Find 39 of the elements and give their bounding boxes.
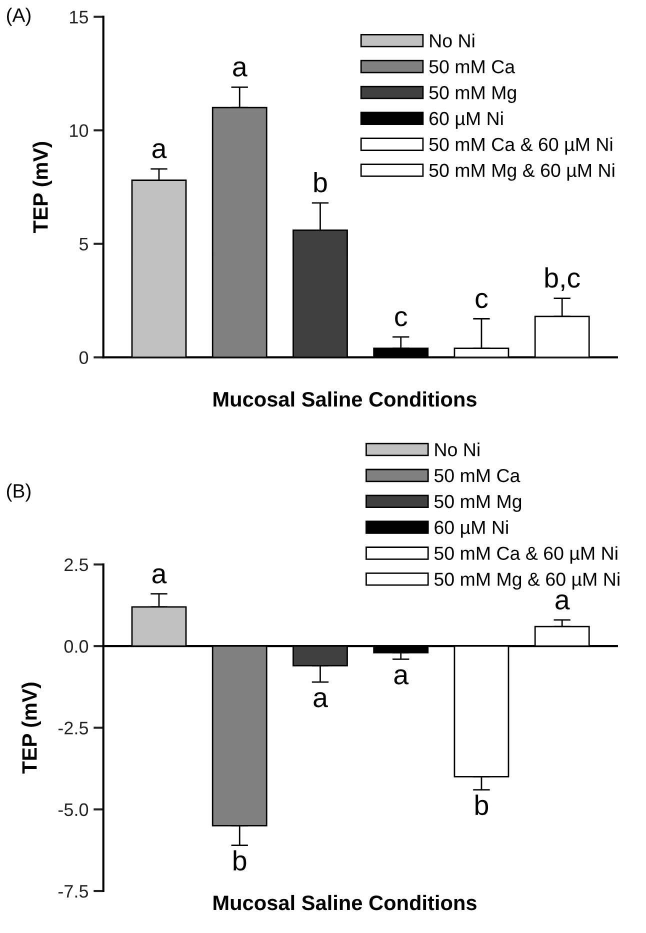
legend-label: 50 mM Ca <box>434 468 520 482</box>
y-tick-label: 15 <box>70 10 88 24</box>
data-label: b,c <box>545 267 580 291</box>
legend-label: 50 mM Ca & 60 µM Ni <box>429 137 612 155</box>
legend-label: 50 mM Mg & 60 µM Ni <box>429 163 614 181</box>
legend-label: No Ni <box>435 442 480 456</box>
data-label: c <box>395 311 408 326</box>
data-label: b <box>234 850 246 871</box>
y-tick-label: 10 <box>70 124 88 138</box>
data-label: a <box>152 568 167 584</box>
x-axis-title: Mucosal Saline Conditions <box>214 391 476 407</box>
legend-label: 50 mM Mg & 60 µM Ni <box>434 572 620 590</box>
chart-title: (A) <box>6 8 30 26</box>
y-tick-label: 0.0 <box>64 640 88 653</box>
data-label: a <box>556 594 570 610</box>
y-tick-label: 2.5 <box>64 558 88 572</box>
legend-label: 50 mM Mg <box>429 86 516 103</box>
legend-label: 60 µM Ni <box>434 520 508 538</box>
x-axis-title: Mucosal Saline Conditions <box>214 894 476 910</box>
legend-label: 60 µM Ni <box>430 111 503 129</box>
data-label: b <box>476 794 488 816</box>
chart-title: (B) <box>6 484 30 502</box>
y-axis-title: TEP (mV) <box>32 142 52 233</box>
y-tick-label: 5 <box>79 238 88 251</box>
legend-label: No Ni <box>430 34 474 48</box>
data-label: a <box>233 61 248 77</box>
legend-label: 50 mM Ca & 60 µM Ni <box>434 546 618 564</box>
data-label: a <box>314 692 328 708</box>
legend-label: 50 mM Ca <box>429 60 516 74</box>
data-label: b <box>314 172 327 192</box>
y-tick-label: -7.5 <box>58 885 88 898</box>
y-tick-label: 0 <box>79 351 88 364</box>
data-label: a <box>394 669 409 684</box>
legend-label: 50 mM Mg <box>434 494 522 512</box>
data-label: c <box>476 292 488 308</box>
y-axis-title: TEP (mV) <box>22 682 41 774</box>
y-tick-label: -2.5 <box>58 722 88 734</box>
y-tick-label: -5.0 <box>58 803 88 816</box>
data-label: a <box>152 143 167 158</box>
